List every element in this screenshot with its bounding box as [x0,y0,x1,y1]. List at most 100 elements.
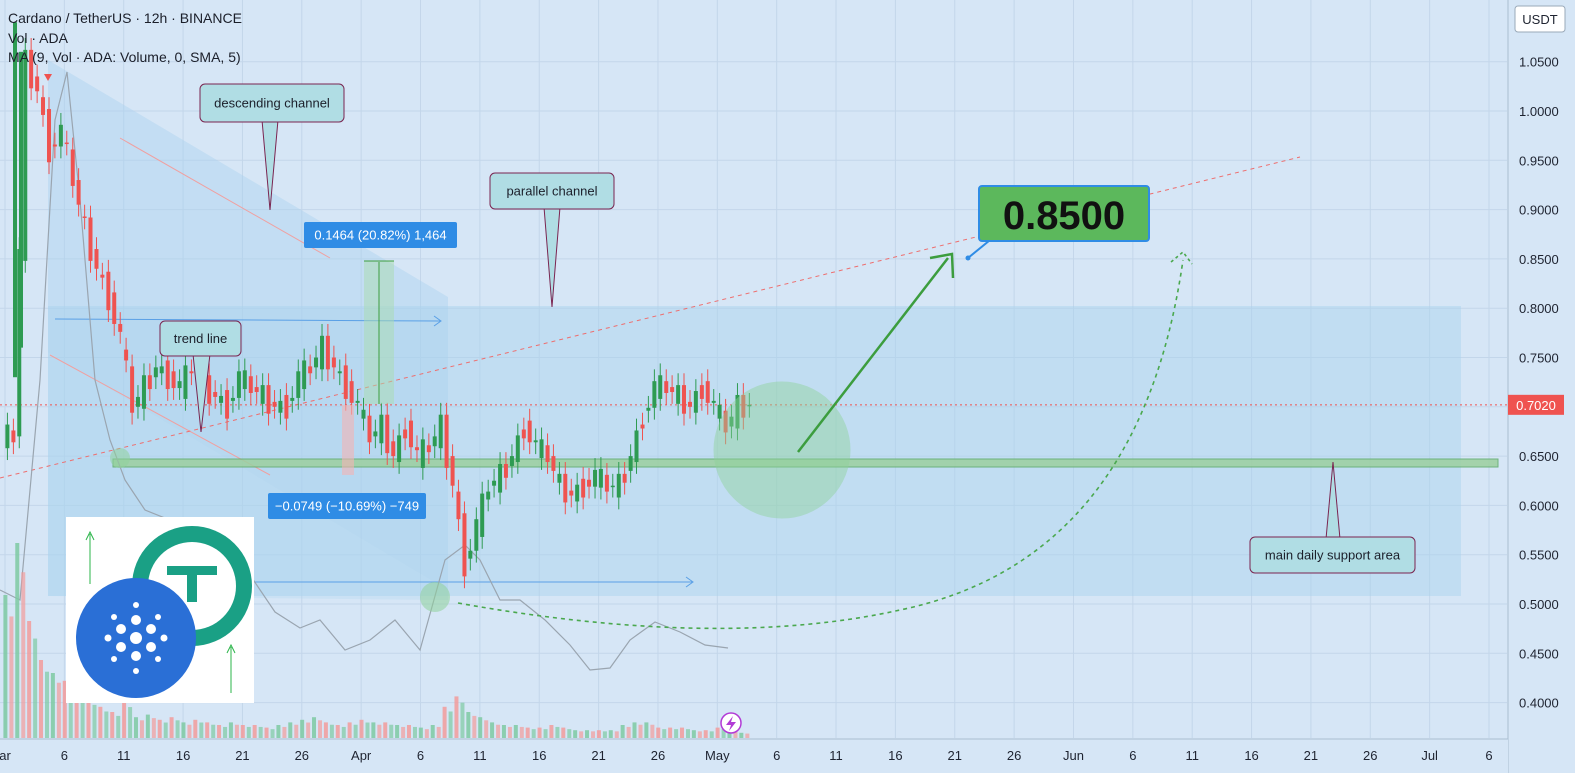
descending-channel-callout[interactable]: descending channel [199,83,345,211]
candle-body [569,490,574,496]
time-tick-label: 26 [1363,748,1377,763]
candle-body [699,385,704,399]
volume-bar [484,720,489,738]
volume-bar [300,719,305,738]
candle-body [681,385,686,414]
candle-body [94,249,99,269]
candle-body [153,367,158,378]
candle-body [278,400,283,413]
candle-body [76,180,81,205]
descending-channel-callout-box [199,83,345,123]
trend-line-callout[interactable]: trend line [159,320,242,433]
candle-body [159,366,164,374]
time-axis: ar 6 11 16 21 26 Apr 6 11 16 21 26 May 6 11 16 21 26 Jun 6 1… [0,738,1508,773]
time-tick-label: 26 [651,748,665,763]
volume-bar [133,717,138,738]
volume-bar [234,724,239,738]
volume-bar [175,720,180,738]
volume-bar [217,725,222,738]
volume-bar [644,722,649,738]
cardano-dot [155,656,161,662]
candle-body [616,473,621,498]
volume-bar [472,715,477,738]
volume-bar [56,682,61,738]
candle-body [480,493,485,537]
candle-body [670,387,675,393]
candle-body [242,370,247,390]
volume-bar [685,729,690,738]
candle-body [705,381,710,403]
lightning-icon-bolt [726,716,736,731]
projection-curve-head [1170,250,1193,265]
channel-guide-line [49,354,271,476]
volume-bar [614,731,619,738]
logo-up-arrow-head [226,643,236,654]
ma-indicator-label[interactable]: MA (9, Vol · ADA: Volume, 0, SMA, 5) [8,49,241,65]
volume-bar [33,638,38,738]
cardano-dot [130,632,142,644]
cardano-dot [131,615,141,625]
cardano-dot [131,651,141,661]
volume-bar [460,702,465,738]
time-tick-label: 11 [1185,748,1199,763]
candle-body [23,49,28,261]
candle-body [474,519,479,551]
lightning-icon[interactable] [720,712,742,734]
parallel-channel-callout[interactable]: parallel channel [489,172,615,308]
chart-title[interactable]: Cardano / TetherUS · 12h · BINANCE [8,10,242,26]
cardano-dot [133,602,139,608]
candle-body [408,420,413,448]
candle-body [254,387,259,393]
currency-badge[interactable]: USDT [1514,5,1566,33]
volume-bar [525,727,530,738]
volume-bar [608,730,613,738]
candle-body [486,491,491,500]
candle-body [581,478,586,498]
volume-bar [721,729,726,738]
volume-bar [507,726,512,738]
volume-bar [21,572,26,738]
candle-body [403,429,408,439]
measure-up-label[interactable]: 0.1464 (20.82%) 1,464 [304,222,457,248]
candle-body [503,463,508,478]
volume-bar [145,714,150,738]
volume-bar [128,707,133,738]
candle-body [41,97,46,115]
measure-down-label[interactable]: −0.0749 (−10.69%) −749 [268,493,426,519]
candle-body [492,480,497,486]
time-tick-label: 16 [888,748,902,763]
candle-body [676,385,681,404]
volume-bar [365,722,370,738]
time-tick-label: 6 [773,748,780,763]
candle-body [432,436,437,447]
trend-line-callout-label: trend line [174,331,227,346]
time-tick-label: Jun [1063,748,1084,763]
price-tick-label: 0.6500 [1519,449,1559,464]
time-tick-label: 6 [1485,748,1492,763]
candle-body [325,335,330,370]
time-tick-label: 26 [1007,748,1021,763]
candle-body [308,366,313,374]
volume-bar [116,715,121,738]
volume-bar [567,729,572,738]
target-price-callout[interactable]: 0.8500 [965,185,1150,261]
volume-bar [318,720,323,738]
candle-body [189,371,194,374]
volume-bar [490,722,495,738]
candle-body [498,463,503,493]
volume-bar [430,725,435,738]
volume-bar [543,729,548,738]
volume-bar [662,729,667,738]
target-box [978,185,1150,242]
volume-bar [104,711,109,738]
candle-body [462,513,467,577]
candle-body [367,415,372,443]
projection-arrow-head [929,252,955,279]
candle-body [593,469,598,487]
support-area-callout[interactable]: main daily support area [1249,461,1416,574]
volume-bar [122,701,127,738]
price-tick-label: 0.4000 [1519,696,1559,711]
volume-indicator-label[interactable]: Vol · ADA [8,29,68,46]
